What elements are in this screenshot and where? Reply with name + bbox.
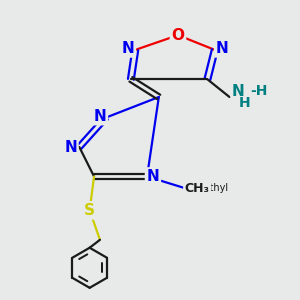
Text: N: N xyxy=(122,41,134,56)
Text: H: H xyxy=(238,96,250,110)
Text: N: N xyxy=(64,140,77,154)
Text: methyl: methyl xyxy=(194,183,228,193)
Text: N: N xyxy=(94,109,106,124)
Text: N: N xyxy=(216,41,229,56)
Text: CH₃: CH₃ xyxy=(184,182,210,195)
Text: S: S xyxy=(84,203,95,218)
Text: O: O xyxy=(172,28,184,43)
Text: N: N xyxy=(147,169,159,184)
Text: N: N xyxy=(232,84,245,99)
Text: -H: -H xyxy=(250,84,268,98)
